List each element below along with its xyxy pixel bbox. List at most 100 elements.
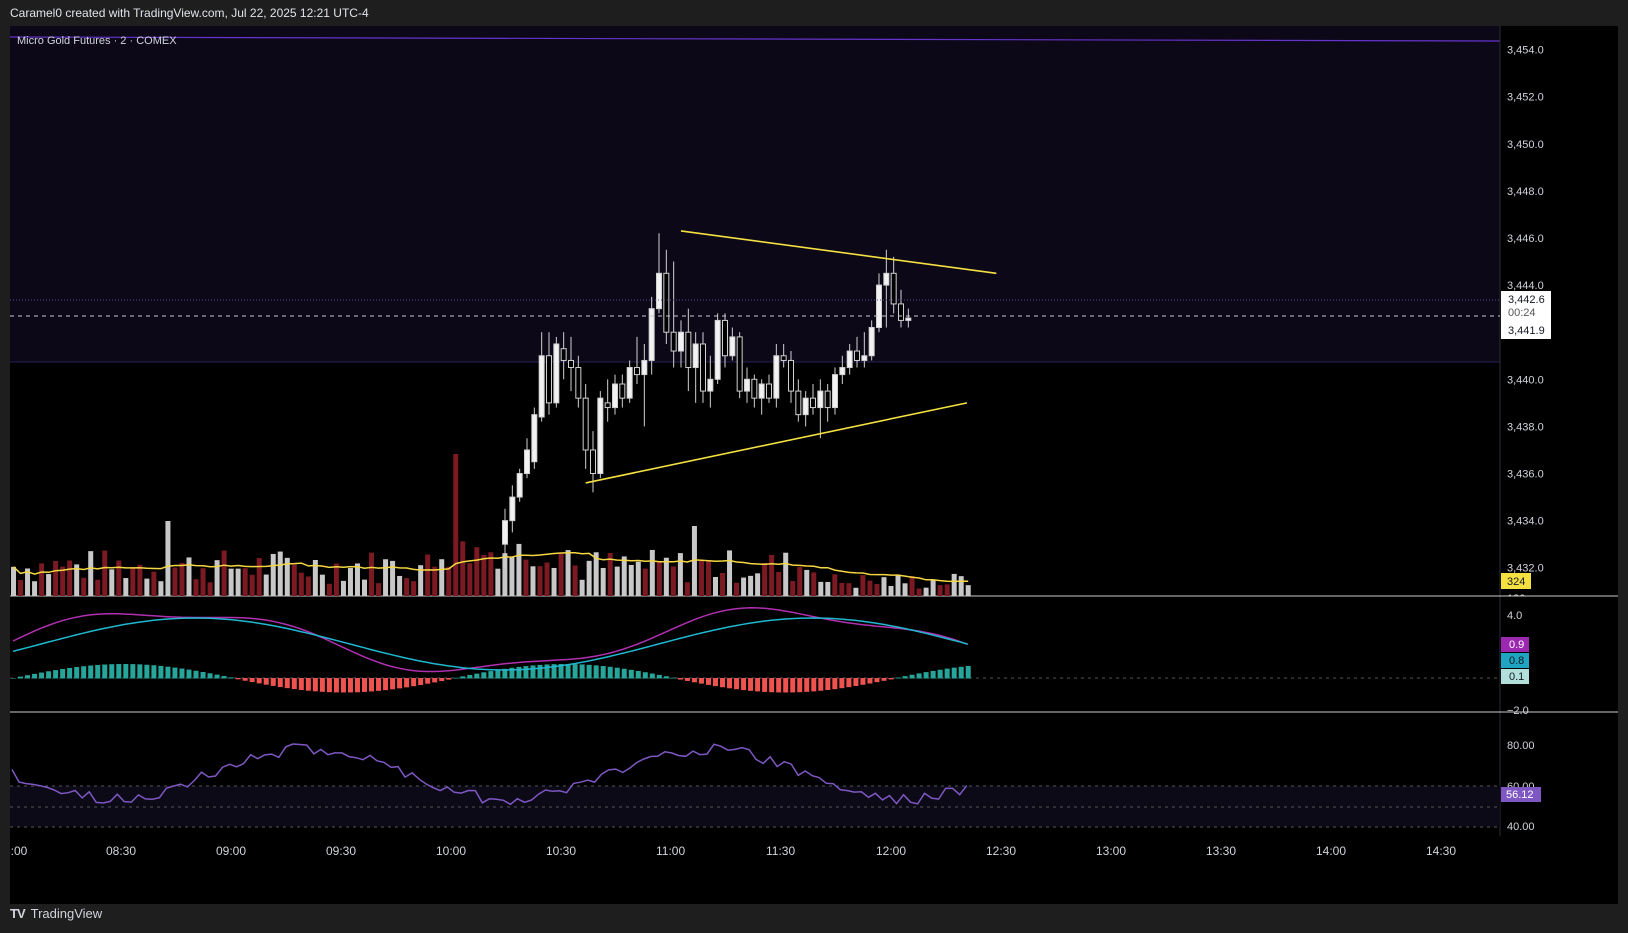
volume-bar: [867, 580, 873, 596]
macd-histogram-bar: [621, 668, 627, 679]
candle-body: [509, 496, 516, 522]
time-tick-label: 13:00: [1096, 844, 1126, 858]
volume-bar: [691, 526, 697, 596]
candle-body: [817, 390, 824, 409]
macd-line: [12, 607, 968, 673]
volume-bar: [881, 577, 887, 596]
candle-body: [604, 402, 611, 409]
macd-histogram-bar: [165, 666, 171, 679]
candle-body: [905, 317, 912, 321]
macd-histogram-bar: [495, 669, 501, 679]
macd-histogram-bar: [649, 673, 655, 679]
macd-histogram-bar: [790, 678, 796, 693]
chart-svg[interactable]: Micro Gold Futures · 2 · COMEX 3,454.0 3,…: [4, 26, 1618, 904]
last-price-label: 3,442.6: [1508, 294, 1545, 306]
price-tick-label: 3,436.0: [1507, 469, 1544, 481]
candle-body: [612, 383, 618, 409]
chart-area[interactable]: Micro Gold Futures · 2 · COMEX 3,454.0 3,…: [4, 26, 1618, 904]
macd-histogram-bar: [902, 676, 908, 679]
volume-bar: [853, 587, 859, 596]
volume-bar: [860, 575, 866, 596]
candle-body: [663, 272, 670, 333]
macd-histogram-bar: [474, 673, 480, 679]
macd-histogram-bar: [818, 678, 824, 691]
macd-histogram-bar: [558, 664, 564, 679]
volume-bar: [684, 582, 690, 596]
macd-histogram-bar: [937, 669, 943, 679]
macd-histogram-bar: [305, 678, 311, 691]
tradingview-logo-icon: TV: [10, 906, 26, 921]
macd-histogram-bar: [923, 672, 929, 679]
volume-bar: [390, 560, 396, 596]
volume-bar: [698, 560, 704, 596]
rsi-pane: [10, 743, 1500, 828]
volume-bar: [586, 560, 592, 596]
macd-histogram-bar: [804, 678, 810, 692]
candles: [502, 233, 912, 568]
volume-bar: [186, 557, 192, 596]
macd-histogram-bar: [319, 678, 325, 692]
macd-histogram-bar: [881, 678, 887, 681]
volume-bar: [720, 572, 726, 596]
volume-bar: [319, 574, 325, 596]
macd-value-label: 0.9: [1509, 639, 1524, 651]
candle-body: [546, 355, 552, 404]
rsi-line: [11, 743, 968, 806]
macd-histogram-bar: [326, 678, 332, 693]
macd-histogram-bar: [698, 678, 704, 684]
macd-histogram-bar: [607, 666, 613, 679]
macd-histogram-bar: [88, 665, 94, 679]
trendlines[interactable]: [585, 230, 997, 484]
macd-histogram-bar: [741, 678, 747, 691]
trendline: [680, 230, 997, 275]
volume-bar: [656, 561, 662, 596]
volume-bar: [109, 569, 115, 596]
volume-bar: [284, 557, 290, 596]
candle-body: [861, 355, 868, 361]
trendline: [585, 402, 968, 484]
volume-bar: [60, 566, 66, 596]
volume-bar: [326, 583, 332, 596]
volume-bar: [551, 567, 557, 596]
macd-histogram-bar: [481, 672, 487, 679]
symbol-legend[interactable]: Micro Gold Futures · 2 · COMEX: [17, 35, 177, 47]
volume-bar: [818, 581, 824, 596]
macd-histogram-bar: [600, 666, 606, 679]
candle-body: [641, 359, 648, 376]
price-tick-label: 3,454.0: [1507, 45, 1544, 57]
chart-attribution: Caramel0 created with TradingView.com, J…: [10, 6, 369, 20]
tradingview-logo[interactable]: TV TradingView: [10, 906, 102, 921]
macd-histogram-bar: [158, 665, 164, 679]
macd-histogram-bar: [951, 667, 957, 679]
volume-label-partial: 180: [1507, 593, 1525, 605]
macd-histogram-bar: [298, 678, 304, 690]
macd-histogram-bar: [263, 678, 269, 685]
time-tick-label: 14:00: [1316, 844, 1346, 858]
candle-body: [575, 367, 582, 399]
rsi-value-label: 56.12: [1506, 789, 1534, 801]
time-tick-label: 12:30: [986, 844, 1016, 858]
volume-bar: [425, 554, 431, 596]
volume-bar: [951, 573, 957, 596]
candle-body: [722, 319, 728, 357]
volume-bar: [888, 585, 894, 596]
volume-ma-line: [12, 551, 969, 583]
macd-histogram-bar: [221, 676, 227, 679]
volume-bar: [748, 575, 754, 596]
time-tick-label: 11:30: [766, 844, 795, 858]
macd-histogram-bar: [18, 676, 24, 679]
candle-body: [890, 272, 897, 305]
volume-bar: [607, 552, 613, 596]
candle-body: [692, 343, 699, 369]
macd-histogram-bar: [354, 678, 360, 693]
volume-bar: [488, 552, 494, 596]
time-tick-label: 09:00: [216, 844, 246, 858]
volume-bar: [804, 569, 810, 596]
volume-bar: [305, 576, 311, 596]
macd-histogram-bar: [123, 664, 129, 679]
macd-histogram-bar: [783, 678, 789, 693]
candle-body: [868, 326, 875, 357]
volume-bar: [340, 580, 346, 596]
volume-bar: [832, 574, 838, 596]
